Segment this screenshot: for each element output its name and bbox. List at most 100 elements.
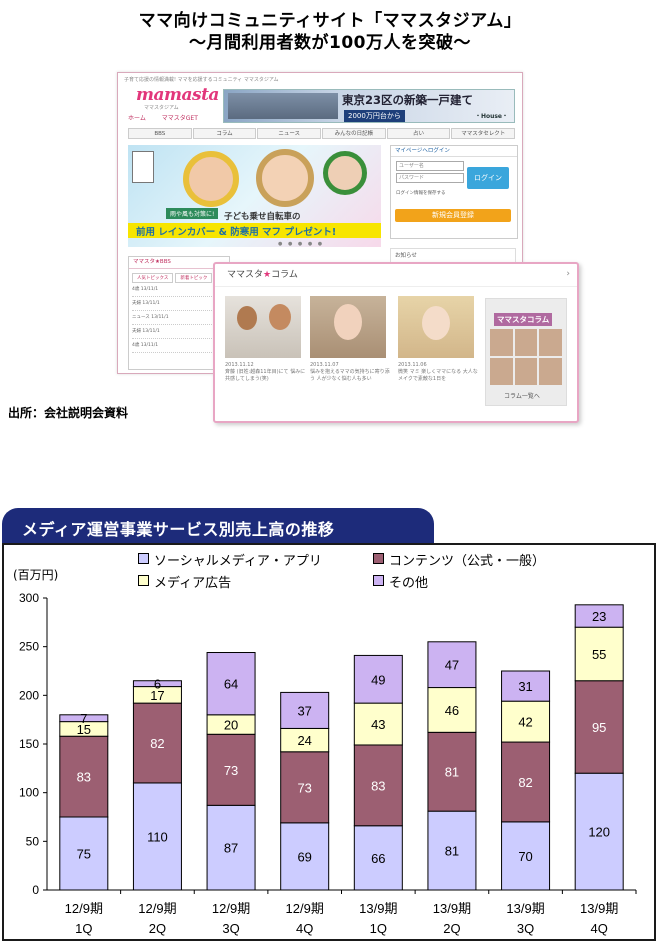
bar-segment — [427, 810, 477, 891]
site-tagline: 子育て応援の情報満載! ママを応援するコミュニティ ママスタジアム — [124, 77, 279, 83]
column-caption[interactable]: 2013.11.06 微笑 マミ 楽しくママになる 大人なメイクで素敵な1日を — [398, 362, 480, 383]
data-label: 49 — [371, 672, 385, 687]
login-button[interactable]: ログイン — [467, 167, 509, 189]
bbs-row[interactable]: 4歳 13/11/1 — [132, 283, 226, 297]
bar-segment — [353, 825, 403, 891]
nav-get[interactable]: ママスタGET — [161, 115, 198, 122]
x-tick-label: 12/9期 — [138, 901, 176, 916]
x-tick-label: 13/9期 — [580, 901, 618, 916]
data-label: 73 — [224, 763, 238, 778]
column-photo[interactable] — [225, 296, 301, 358]
bbs-row[interactable]: 夫婦 13/11/1 — [132, 325, 226, 339]
column-caption[interactable]: 2013.11.12 斉藤 (旧姓:越森11年目)にて 悩みに共感してしまう(笑… — [225, 362, 307, 383]
bbs-row[interactable]: 夫婦 13/11/1 — [132, 297, 226, 311]
brand-badge — [132, 151, 154, 183]
tab-bbs[interactable]: BBS — [128, 128, 192, 139]
bar-segment — [206, 804, 256, 891]
chevron-right-icon[interactable]: › — [566, 269, 570, 279]
legend-swatch — [138, 553, 149, 564]
register-button[interactable]: 新規会員登録 — [395, 209, 511, 222]
data-label: 83 — [371, 778, 385, 793]
legend-label: その他 — [389, 576, 429, 591]
face — [334, 304, 362, 340]
face — [422, 306, 450, 340]
x-tick-label: 3Q — [222, 921, 239, 936]
hero-headline: 前用 レインカバー & 防寒用 マフ プレゼント! — [136, 227, 337, 238]
password-field[interactable]: パスワード — [396, 173, 464, 183]
hero-band — [128, 223, 381, 238]
nav-home[interactable]: ホーム — [128, 115, 146, 122]
bar-segment — [59, 714, 109, 723]
x-tick-label: 4Q — [296, 921, 313, 936]
bar-segment — [574, 680, 624, 774]
writer-photo-grid — [490, 329, 562, 385]
x-tick-label: 4Q — [591, 921, 608, 936]
data-label: 15 — [77, 722, 91, 737]
tab-fortune[interactable]: 占い — [386, 128, 451, 139]
y-tick-label: 50 — [26, 834, 40, 848]
column-popup: ママスタ★コラム › 2013.11.12 斉藤 (旧姓:越森11年目)にて 悩… — [213, 262, 579, 423]
site-logo[interactable]: mamasta — [136, 85, 219, 105]
column-list-link[interactable]: コラム一覧へ — [504, 393, 540, 400]
top-nav: ホーム ママスタGET — [128, 113, 212, 122]
house-image — [228, 93, 338, 119]
bbs-row[interactable]: 4歳 13/11/1 — [132, 339, 226, 353]
y-tick-label: 300 — [19, 591, 39, 605]
bar-segment — [427, 687, 477, 733]
bbs-heading: ママスタ★BBS — [129, 257, 229, 269]
hero-banner[interactable]: 雨や風も対策に! 子ども乗せ自転車の 前用 レインカバー & 防寒用 マフ プレ… — [128, 145, 381, 247]
bar-segment — [206, 652, 256, 716]
column-side-panel[interactable]: ママスタコラム コラム一覧へ — [485, 298, 567, 406]
column-date: 2013.11.12 — [225, 362, 254, 368]
data-label: 81 — [445, 844, 459, 859]
data-label: 110 — [147, 829, 168, 844]
column-caption[interactable]: 2013.11.07 悩みを抱えるママの気持ちに寄り添う 人が少なく悩む人も多い — [310, 362, 392, 383]
data-label: 42 — [518, 715, 532, 730]
legend-swatch — [138, 575, 149, 586]
username-field[interactable]: ユーザー名 — [396, 161, 464, 171]
bbs-row[interactable]: ニュース 13/11/1 — [132, 311, 226, 325]
site-logo-sub: ママスタジアム — [144, 105, 179, 111]
data-label: 7 — [80, 711, 87, 726]
data-label: 31 — [518, 679, 532, 694]
y-tick-label: 250 — [19, 640, 39, 654]
data-label: 82 — [150, 736, 164, 751]
data-label: 69 — [297, 849, 311, 864]
bbs-tab-popular[interactable]: 人気トピックス — [132, 273, 174, 283]
column-text: 悩みを抱えるママの気持ちに寄り添う 人が少なく悩む人も多い — [310, 369, 390, 382]
column-date: 2013.11.07 — [310, 362, 339, 368]
remember-checkbox[interactable]: ログイン情報を保存する — [396, 191, 446, 196]
data-label: 87 — [224, 841, 238, 856]
carousel-dots[interactable]: ● ● ● ● ● — [278, 241, 325, 247]
column-side-title: ママスタコラム — [494, 313, 553, 326]
data-label: 20 — [224, 718, 238, 733]
tab-select[interactable]: ママスタセレクト — [451, 128, 516, 139]
child-photo — [323, 151, 367, 195]
y-tick-label: 200 — [19, 688, 39, 702]
x-tick-label: 13/9期 — [433, 901, 471, 916]
data-label: 66 — [371, 851, 385, 866]
data-label: 73 — [297, 780, 311, 795]
bar-segment — [280, 822, 330, 891]
legend-item: その他 — [373, 572, 428, 591]
data-label: 46 — [445, 703, 459, 718]
y-tick-label: 0 — [32, 883, 39, 897]
legend-item: ソーシャルメディア・アプリ — [138, 550, 322, 569]
ad-banner[interactable]: 東京23区の新築一戸建て 2000万円台から ・House・ — [223, 89, 515, 123]
tab-news[interactable]: ニュース — [257, 128, 322, 139]
x-tick-label: 1Q — [75, 921, 92, 936]
hero-subtitle: 子ども乗せ自転車の — [224, 212, 301, 222]
bar-segment — [501, 700, 551, 743]
bbs-tab-new[interactable]: 新着トピック — [175, 273, 213, 283]
bar-segment — [574, 626, 624, 682]
tab-diary[interactable]: みんなの日記帳 — [322, 128, 386, 139]
column-photo[interactable] — [310, 296, 386, 358]
legend-swatch — [373, 575, 384, 586]
bar-segment — [353, 654, 403, 704]
column-photo[interactable] — [398, 296, 474, 358]
bar-segment — [574, 772, 624, 891]
bar-segment — [501, 670, 551, 702]
column-heading-post: コラム — [271, 270, 298, 280]
tab-column[interactable]: コラム — [192, 128, 257, 139]
chart-title-tab — [2, 508, 434, 544]
